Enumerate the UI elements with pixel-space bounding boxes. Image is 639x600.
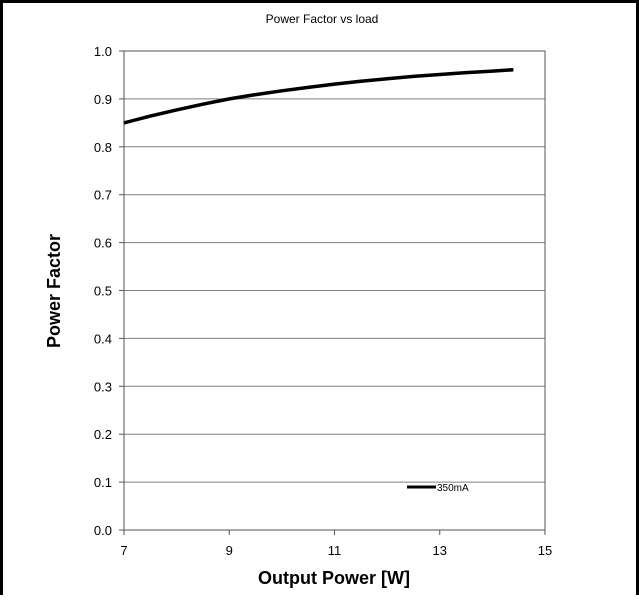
y-tick-label: 0.3	[94, 379, 112, 394]
x-tick-label: 13	[433, 543, 447, 558]
x-tick-label: 9	[226, 543, 233, 558]
y-tick-label: 0.1	[94, 475, 112, 490]
y-tick-label: 0.8	[94, 140, 112, 155]
y-tick-label: 0.0	[94, 523, 112, 538]
gridlines	[124, 50, 545, 531]
legend: 350mA	[407, 483, 469, 494]
y-tick-label: 0.4	[94, 331, 112, 346]
y-tick-label: 0.6	[94, 236, 112, 251]
y-axis-title: Power Factor	[44, 234, 64, 348]
legend-label-350ma: 350mA	[437, 483, 469, 494]
x-tick-label: 7	[120, 543, 127, 558]
y-tick-label: 0.2	[94, 427, 112, 442]
series-layer	[123, 67, 514, 125]
y-tick-label: 0.5	[94, 284, 112, 299]
x-axis-ticks: 7 9 11 13 15	[120, 530, 552, 558]
series-line-0	[123, 67, 514, 125]
y-tick-label: 1.0	[94, 44, 112, 59]
chart-title: Power Factor vs load	[266, 12, 379, 26]
x-tick-label: 11	[328, 543, 342, 558]
x-axis-title: Output Power [W]	[258, 568, 410, 588]
x-tick-label: 15	[538, 543, 552, 558]
y-tick-label: 0.9	[94, 92, 112, 107]
y-axis-ticks: 0.0 0.1 0.2 0.3 0.4 0.5 0.6 0.7 0.8 0.9 1.0	[94, 44, 124, 538]
y-tick-label: 0.7	[94, 188, 112, 203]
